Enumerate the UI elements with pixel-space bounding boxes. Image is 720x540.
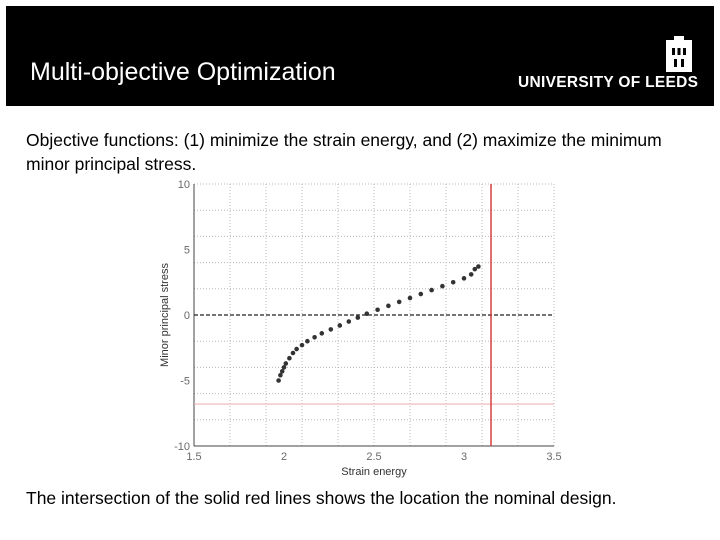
x-tick-label: 2.5 (366, 451, 381, 463)
data-point (450, 279, 456, 285)
reference-lines (194, 184, 554, 446)
y-tick-label: 10 (178, 179, 190, 191)
data-point (468, 272, 474, 277)
data-point (279, 369, 285, 374)
data-point (276, 378, 281, 383)
data-point (461, 276, 467, 281)
data-point (364, 311, 370, 316)
data-point (299, 342, 305, 348)
slide-title: Multi-objective Optimization (30, 58, 336, 86)
data-point (386, 303, 391, 309)
data-point (290, 350, 296, 356)
data-point (283, 361, 289, 366)
data-point (472, 266, 478, 272)
x-tick-label: 3 (461, 451, 467, 463)
logo-text: UNIVERSITY OF LEEDS (518, 74, 699, 91)
data-point (355, 315, 361, 320)
data-point (476, 264, 481, 269)
data-point (440, 283, 445, 289)
x-tick-label: 1.5 (186, 451, 201, 463)
scatter-chart: 1.5 2 2.5 3 3.5 10 5 0 -5 -10 Strain energy Minor… (159, 179, 562, 478)
data-point (312, 334, 317, 340)
data-point (305, 338, 310, 344)
data-point (429, 287, 434, 293)
y-axis-label: Minor principal stress (159, 263, 171, 367)
data-point (396, 299, 402, 305)
data-point (418, 291, 424, 297)
data-point (281, 365, 287, 370)
x-axis-label: Strain energy (341, 466, 407, 478)
data-point (319, 331, 325, 336)
data-point (278, 372, 283, 378)
data-point (407, 295, 413, 301)
y-tick-label: 0 (184, 310, 190, 322)
slide-header: Multi-objective Optimization UNIVERSITY … (6, 6, 714, 106)
university-logo: UNIVERSITY OF LEEDS (512, 36, 702, 98)
tower-icon (666, 36, 692, 72)
tick-labels: 1.5 2 2.5 3 3.5 10 5 0 -5 -10 (174, 179, 562, 463)
data-point (346, 319, 352, 324)
data-point (337, 323, 343, 328)
caption-text: The intersection of the solid red lines … (26, 488, 617, 508)
y-tick-label: -10 (174, 441, 190, 453)
x-tick-label: 2 (281, 451, 287, 463)
data-point (328, 327, 334, 332)
intro-text: Objective functions: (1) minimize the st… (26, 130, 662, 174)
data-point (375, 307, 380, 313)
y-tick-label: 5 (184, 245, 190, 257)
y-tick-label: -5 (180, 376, 190, 388)
data-point (294, 346, 299, 352)
data-point (287, 355, 292, 361)
x-tick-label: 3.5 (546, 451, 561, 463)
data-points (276, 264, 481, 383)
